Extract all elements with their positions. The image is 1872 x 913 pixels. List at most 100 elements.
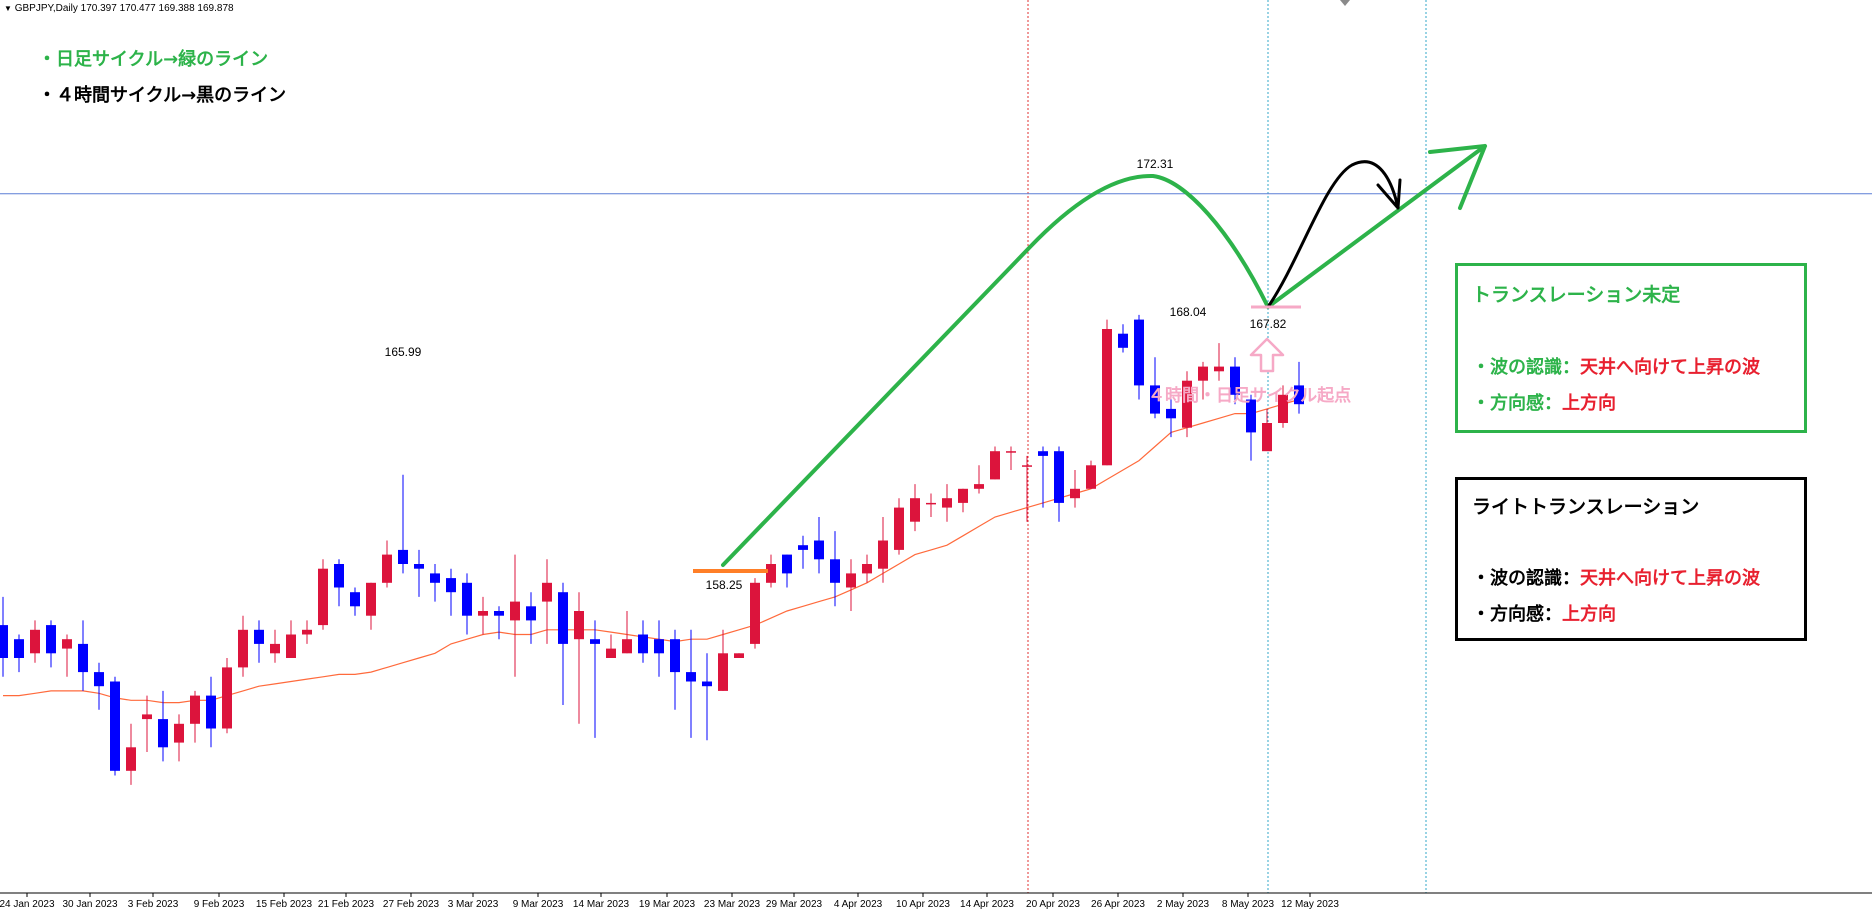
candle-body-55 — [878, 540, 888, 569]
candle-body-32 — [510, 601, 520, 621]
candle-body-19 — [302, 629, 312, 635]
x-tick-label-1: 30 Jan 2023 — [62, 899, 117, 910]
candle-body-45 — [718, 653, 728, 691]
candle-body-79 — [1262, 423, 1272, 452]
chart-menu-arrow-icon[interactable]: ▼ — [4, 4, 12, 13]
green-summary-box: トランスレーション未定 ・波の認識：天井へ向けて上昇の波 ・方向感：上方向 — [1455, 263, 1807, 433]
candle-body-62 — [990, 451, 1000, 480]
candle-body-21 — [334, 564, 344, 588]
x-tick-label-9: 14 Mar 2023 — [573, 899, 630, 910]
label-low-may1: 168.04 — [1170, 305, 1207, 319]
x-tick-label-12: 29 Mar 2023 — [766, 899, 823, 910]
black-4h-cycle-line — [1266, 160, 1402, 309]
candle-body-56 — [894, 507, 904, 550]
candle-body-53 — [846, 573, 856, 588]
green-box-wave-value: 天井へ向けて上昇の波 — [1580, 357, 1760, 378]
green-box-direction: ・方向感：上方向 — [1472, 389, 1616, 415]
black-box-wave: ・波の認識：天井へ向けて上昇の波 — [1472, 564, 1760, 590]
x-tick-label-5: 21 Feb 2023 — [318, 899, 375, 910]
candle-body-16 — [254, 629, 264, 644]
candle-body-64 — [1022, 465, 1032, 467]
x-tick-label-14: 10 Apr 2023 — [896, 899, 950, 910]
black-summary-box: ライトトランスレーション ・波の認識：天井へ向けて上昇の波 ・方向感：上方向 — [1455, 477, 1807, 641]
x-tick-label-6: 27 Feb 2023 — [383, 899, 440, 910]
black-box-direction-value: 上方向 — [1562, 604, 1616, 625]
price-labels: 165.99 158.25 172.31 168.04 167.82 — [385, 157, 1287, 592]
x-axis: 24 Jan 2023 30 Jan 2023 3 Feb 2023 9 Feb 20… — [0, 893, 1339, 910]
candle-body-60 — [958, 488, 968, 503]
black-box-direction: ・方向感：上方向 — [1472, 600, 1616, 626]
label-low-mar: 158.25 — [706, 578, 743, 592]
x-tick-label-3: 9 Feb 2023 — [194, 899, 245, 910]
candle-body-58 — [926, 502, 936, 505]
candle-body-67 — [1070, 488, 1080, 499]
candle-body-24 — [382, 554, 392, 583]
green-box-title: トランスレーション未定 — [1472, 284, 1681, 306]
black-box-wave-label: ・波の認識： — [1472, 568, 1580, 589]
x-tick-label-16: 20 Apr 2023 — [1026, 899, 1080, 910]
candle-body-26 — [414, 564, 424, 569]
black-box-title: ライトトランスレーション — [1472, 496, 1700, 518]
candle-body-7 — [110, 681, 120, 771]
x-tick-label-11: 23 Mar 2023 — [704, 899, 761, 910]
note-4h-cycle: ・４時間サイクル→黒のライン — [38, 85, 287, 106]
scroll-marker-icon[interactable] — [1340, 0, 1350, 6]
candle-body-11 — [174, 723, 184, 743]
candle-body-15 — [238, 629, 248, 668]
candle-body-4 — [62, 639, 72, 649]
candle-body-48 — [766, 564, 776, 583]
candle-body-14 — [222, 667, 232, 729]
candle-body-23 — [366, 582, 376, 616]
candle-body-46 — [734, 653, 744, 658]
note-daily-cycle: ・日足サイクル→緑のライン — [38, 49, 269, 70]
candle-body-40 — [638, 634, 648, 654]
candle-body-29 — [462, 582, 472, 616]
label-high-feb: 165.99 — [385, 345, 422, 359]
x-tick-label-2: 3 Feb 2023 — [128, 899, 179, 910]
label-low-may2: 167.82 — [1250, 317, 1287, 331]
candle-body-44 — [702, 681, 712, 687]
green-projection-arrow — [1266, 144, 1487, 309]
moving-average-line — [3, 398, 1300, 704]
chart-header: ▼ GBPJPY,Daily 170.397 170.477 169.388 1… — [4, 3, 234, 14]
drawing-overlays — [693, 144, 1487, 573]
candle-body-22 — [350, 592, 360, 607]
green-daily-cycle-line — [721, 173, 1270, 567]
candle-body-17 — [270, 643, 280, 654]
label-high-may: 172.31 — [1137, 157, 1174, 171]
candle-body-12 — [190, 695, 200, 724]
candle-body-49 — [782, 554, 792, 574]
black-box-direction-label: ・方向感： — [1472, 604, 1562, 625]
green-box-direction-label: ・方向感： — [1472, 393, 1562, 414]
candle-body-34 — [542, 582, 552, 602]
candle-body-41 — [654, 639, 664, 654]
x-tick-label-4: 15 Feb 2023 — [256, 899, 313, 910]
candle-body-57 — [910, 498, 920, 522]
candle-body-65 — [1038, 451, 1048, 456]
candle-body-52 — [830, 559, 840, 583]
candle-body-36 — [574, 611, 584, 640]
candle-body-39 — [622, 639, 632, 654]
candle-body-54 — [862, 564, 872, 574]
candle-body-38 — [606, 648, 616, 658]
candle-body-33 — [526, 606, 536, 621]
candle-body-42 — [670, 639, 680, 673]
x-tick-label-17: 26 Apr 2023 — [1091, 899, 1145, 910]
x-tick-label-0: 24 Jan 2023 — [0, 899, 55, 910]
symbol-info: GBPJPY,Daily 170.397 170.477 169.388 169… — [14, 3, 234, 14]
candle-body-30 — [478, 611, 488, 616]
candle-body-70 — [1118, 333, 1128, 348]
candle-body-8 — [126, 747, 136, 771]
candle-body-2 — [30, 629, 40, 654]
candle-body-76 — [1214, 366, 1224, 372]
candle-body-27 — [430, 573, 440, 583]
candle-body-1 — [14, 639, 24, 658]
candle-body-20 — [318, 568, 328, 626]
candle-body-80 — [1278, 394, 1288, 423]
period-separators — [1027, 0, 1427, 893]
candle-body-31 — [494, 611, 504, 616]
green-box-wave: ・波の認識：天井へ向けて上昇の波 — [1472, 353, 1760, 379]
candle-body-75 — [1198, 366, 1208, 381]
